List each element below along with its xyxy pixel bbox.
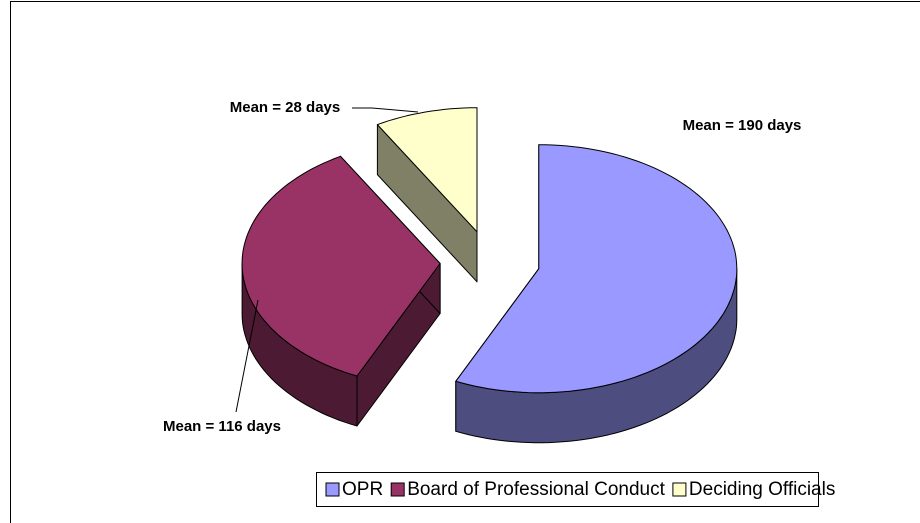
leader-line [235,299,259,413]
legend: OPR Board of Professional Conduct Deciding… [316,472,835,507]
pie [241,107,738,444]
leader-line [352,107,419,113]
slice [241,155,441,377]
legend-swatch [672,482,687,497]
legend-label: OPR [342,479,383,500]
slice [455,144,738,394]
data-label: Mean = 190 days [683,117,802,134]
labels: Mean = 190 days Mean = 116 days Mean = 28 … [163,99,801,435]
legend-swatch [325,482,340,497]
slice [376,107,478,233]
legend-label: Board of Professional Conduct [407,479,665,500]
data-label: Mean = 28 days [230,99,340,116]
legend-label: Deciding Officials [689,479,835,500]
data-label: Mean = 116 days [163,418,281,435]
legend-swatch [390,482,405,497]
